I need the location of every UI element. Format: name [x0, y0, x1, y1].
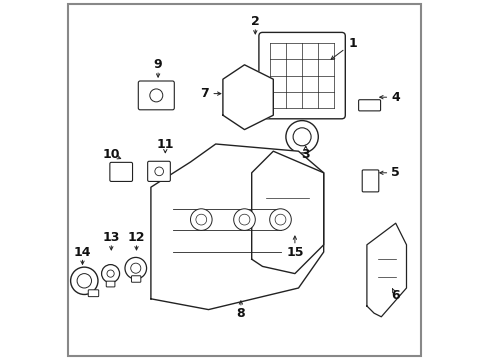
FancyBboxPatch shape	[106, 281, 115, 287]
Circle shape	[70, 267, 98, 294]
Circle shape	[107, 270, 114, 277]
Circle shape	[239, 214, 249, 225]
Polygon shape	[151, 144, 323, 310]
FancyBboxPatch shape	[147, 161, 170, 181]
Text: 3: 3	[301, 148, 309, 161]
FancyBboxPatch shape	[88, 290, 99, 297]
Text: 6: 6	[390, 289, 399, 302]
Text: 1: 1	[347, 37, 356, 50]
FancyBboxPatch shape	[358, 100, 380, 111]
Circle shape	[155, 167, 163, 176]
Text: 2: 2	[250, 15, 259, 28]
Text: 5: 5	[390, 166, 399, 179]
Circle shape	[149, 89, 163, 102]
Text: 7: 7	[200, 87, 209, 100]
Circle shape	[130, 263, 141, 273]
Circle shape	[190, 209, 212, 230]
Circle shape	[292, 128, 310, 146]
Polygon shape	[366, 223, 406, 317]
Text: 15: 15	[285, 246, 303, 258]
Circle shape	[285, 121, 318, 153]
Text: 8: 8	[236, 307, 244, 320]
Polygon shape	[223, 65, 273, 130]
FancyBboxPatch shape	[258, 32, 345, 119]
Text: 13: 13	[102, 231, 120, 244]
FancyBboxPatch shape	[131, 276, 141, 282]
Text: 10: 10	[102, 148, 120, 161]
Polygon shape	[251, 151, 323, 274]
Text: 12: 12	[127, 231, 145, 244]
Text: 9: 9	[153, 58, 162, 71]
FancyBboxPatch shape	[110, 162, 132, 181]
Circle shape	[275, 214, 285, 225]
Circle shape	[125, 257, 146, 279]
FancyBboxPatch shape	[362, 170, 378, 192]
Circle shape	[77, 274, 91, 288]
Text: 11: 11	[156, 138, 174, 150]
Circle shape	[269, 209, 291, 230]
FancyBboxPatch shape	[138, 81, 174, 110]
Text: 14: 14	[74, 246, 91, 258]
Circle shape	[233, 209, 255, 230]
Text: 4: 4	[390, 91, 399, 104]
Circle shape	[102, 265, 120, 283]
Circle shape	[196, 214, 206, 225]
